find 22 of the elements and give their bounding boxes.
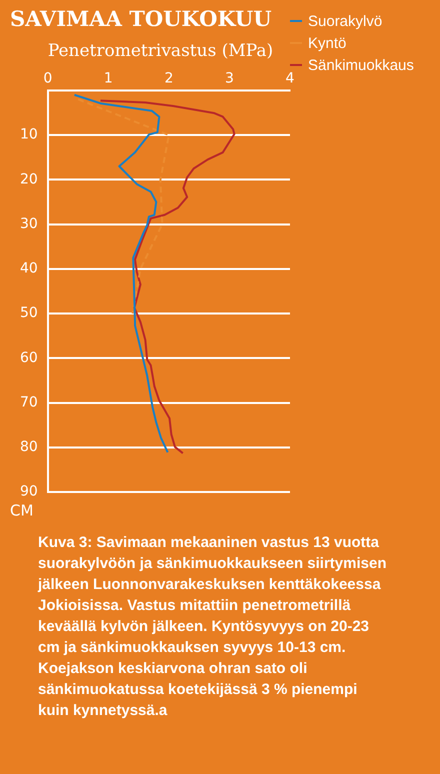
- y-tick-label: 50: [20, 305, 38, 322]
- y-tick-label: 80: [20, 439, 38, 456]
- y-tick-label: 70: [20, 394, 38, 410]
- legend-label: Suorakylvö: [308, 12, 382, 30]
- legend-label: Kyntö: [308, 34, 346, 52]
- y-tick-label: 60: [20, 350, 38, 366]
- x-tick-label: 4: [286, 70, 295, 87]
- x-tick-label: 2: [164, 70, 174, 87]
- x-tick-label: 0: [43, 70, 52, 87]
- y-axis-title: CM: [10, 501, 34, 520]
- x-tick-label: 3: [224, 70, 234, 87]
- chart-title: SAVIMAA TOUKOKUU: [10, 6, 272, 32]
- y-tick-label: 10: [20, 126, 38, 143]
- text: Kuva 3: Savimaan mekaaninen vastus 13 vuotta suorakylvöön ja sänkimuokkaukseen siirtymisen jälkeen Luonnonvarakeskuksen kenttäkokeessa Jokioisissa. Vastus mitattiin penetrometrillä keväällä kylvön jälkeen. Kyntösyvyys on 20-23 cm ja sänkimuokkauksen syvyys 10-13 cm. Koejakson keskiarvona ohran sato oli sänkimuokatussa koetekijässä 3 % pienempi kuin kynnetyssä.a: [38, 534, 386, 719]
- legend-label: Sänkimuokkaus: [308, 56, 414, 74]
- x-tick-label: 1: [104, 70, 113, 87]
- y-tick-label: 90: [20, 484, 38, 500]
- y-tick-label: 40: [20, 260, 38, 277]
- y-tick-label: 30: [20, 216, 38, 232]
- y-tick-label: 20: [20, 171, 38, 188]
- x-axis-title: Penetrometrivastus (MPa): [48, 40, 274, 61]
- line-series: [77, 98, 170, 315]
